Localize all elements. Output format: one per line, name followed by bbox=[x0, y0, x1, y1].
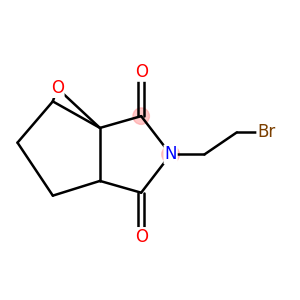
Circle shape bbox=[162, 146, 179, 163]
Text: O: O bbox=[135, 228, 148, 246]
Text: Br: Br bbox=[257, 123, 275, 141]
Circle shape bbox=[133, 108, 149, 124]
Text: O: O bbox=[135, 63, 148, 81]
Text: N: N bbox=[164, 146, 177, 164]
Text: O: O bbox=[51, 79, 64, 97]
